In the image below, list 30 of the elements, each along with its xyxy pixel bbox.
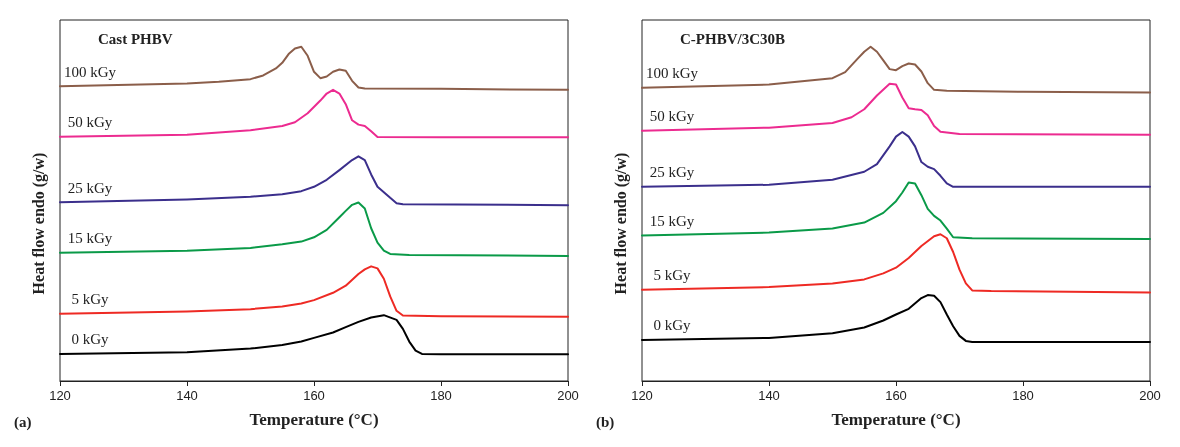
y-axis-title: Heat flow endo (g/w) [611, 152, 630, 295]
series-label: 15 kGy [67, 230, 113, 247]
text: (a) [14, 413, 32, 431]
x-tick-label: 140 [758, 388, 780, 403]
series-label: 0 kGy [653, 317, 692, 334]
text: (b) [596, 413, 615, 431]
chart-title: Cast PHBV [98, 30, 173, 47]
series-label: 100 kGy [63, 63, 117, 80]
series-label: 5 kGy [71, 291, 110, 308]
series-label: 15 kGy [649, 213, 695, 230]
x-axis-title: Temperature (°C) [249, 410, 379, 429]
x-tick-label: 160 [303, 388, 325, 403]
x-tick-label: 140 [176, 388, 198, 403]
chart-title: C-PHBV/3C30B [680, 30, 785, 47]
x-axis-title: Temperature (°C) [831, 410, 961, 429]
x-tick-label: 160 [885, 388, 907, 403]
x-tick-label: 180 [1012, 388, 1034, 403]
x-tick-label: 120 [49, 388, 71, 403]
x-tick-label: 120 [631, 388, 653, 403]
series-label: 50 kGy [649, 108, 695, 125]
x-tick-label: 180 [430, 388, 452, 403]
series-label: 0 kGy [71, 331, 110, 348]
x-tick-label: 200 [1139, 388, 1161, 403]
y-axis-title: Heat flow endo (g/w) [29, 152, 48, 295]
x-tick-label: 200 [557, 388, 579, 403]
series-label: 100 kGy [645, 65, 699, 82]
series-label: 25 kGy [67, 179, 113, 196]
series-label: 50 kGy [67, 114, 113, 131]
series-label: 25 kGy [649, 164, 695, 181]
series-label: 5 kGy [653, 267, 692, 284]
